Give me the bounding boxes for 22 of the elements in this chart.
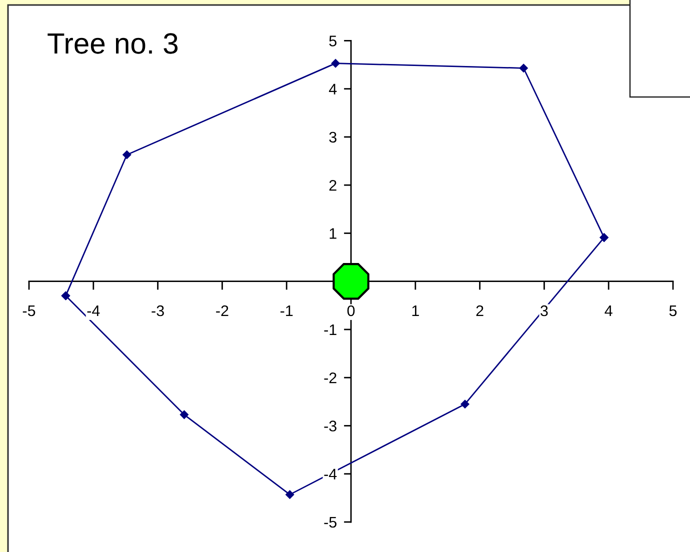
x-tick-label: -5 [22,306,36,316]
y-tick-label: -2 [324,372,336,384]
x-tick-label: -3 [152,305,164,316]
y-tick-label: -4 [324,468,337,480]
x-tick-label: -1 [280,306,293,316]
y-tick-label: -5 [324,517,336,528]
x-tick-label: -4 [87,306,100,316]
x-tick-label: 0 [347,305,355,316]
x-tick-label: 1 [412,306,419,316]
y-tick-label: 1 [330,228,336,239]
y-tick-label: -1 [324,324,336,336]
x-tick-label: 4 [604,306,612,316]
y-tick-label: 4 [328,84,337,94]
y-tick-label: 5 [329,36,336,46]
chart-title: Tree no. 3 [48,33,178,54]
x-tick-label: 2 [476,305,484,316]
y-tick-label: -3 [324,420,336,432]
x-tick-label: 3 [540,305,548,316]
y-tick-label: 3 [329,132,336,143]
x-tick-label: -2 [216,305,228,316]
y-tick-label: 2 [329,180,336,191]
x-tick-label: 5 [669,306,677,316]
